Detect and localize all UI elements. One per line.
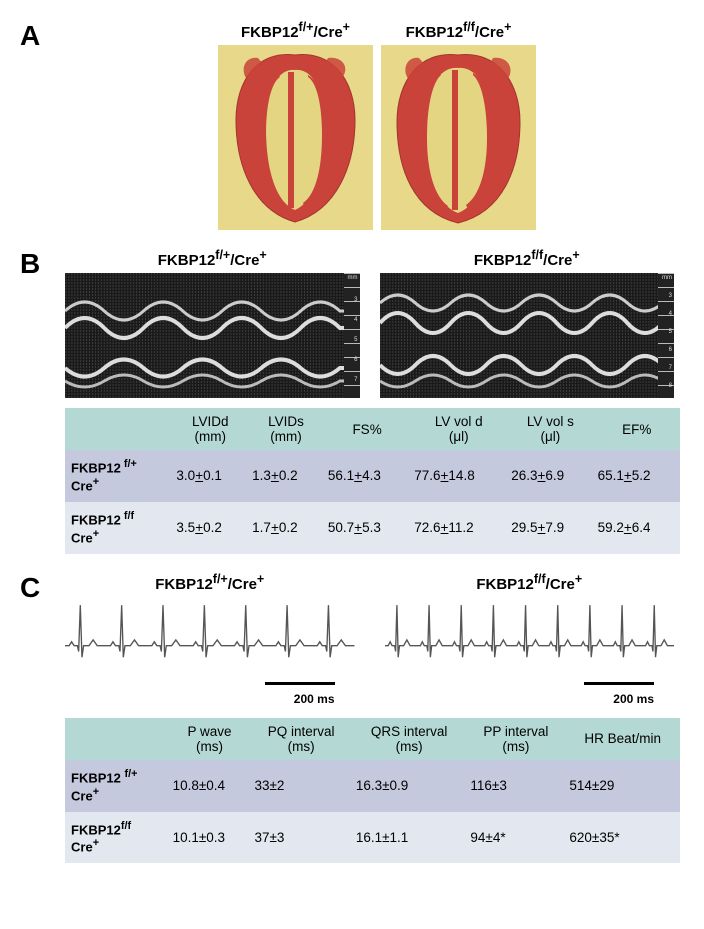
echo-row: FKBP12f/+/Cre+ — [65, 248, 674, 398]
heart-svg-left — [228, 50, 363, 225]
ruler-mark: 8 — [669, 383, 672, 389]
table-rowhead: FKBP12f/fCre+ — [65, 812, 169, 864]
ruler-mark: 7 — [669, 365, 672, 371]
histology-left-img — [218, 45, 373, 230]
table-header: HR Beat/min — [565, 718, 680, 760]
table-header: EF% — [594, 408, 680, 450]
histology-left-title: FKBP12f/+/Cre+ — [218, 20, 373, 41]
ecg-left-svg — [65, 595, 355, 677]
ecg-right-title: FKBP12f/f/Cre+ — [385, 572, 675, 593]
table-row: FKBP12 f/+Cre+10.8±0.433±216.3±0.9116±35… — [65, 760, 680, 812]
ruler-mark: 7 — [354, 377, 357, 383]
ruler-mark: 5 — [669, 329, 672, 335]
table-rowhead: FKBP12 f/fCre+ — [65, 502, 172, 554]
table-cell: 3.0+0.1 — [172, 450, 248, 502]
ruler-mark: 3 — [669, 293, 672, 299]
scalebar-right — [584, 682, 654, 685]
table-cell: 116±3 — [466, 760, 565, 812]
table-cell: 514±29 — [565, 760, 680, 812]
histology-right: FKBP12f/f/Cre+ — [381, 20, 536, 230]
table-cell: 56.1+4.3 — [324, 450, 410, 502]
scalebar-left — [265, 682, 335, 685]
table-header: PP interval(ms) — [466, 718, 565, 760]
ecg-right: FKBP12f/f/Cre+ 200 ms — [385, 572, 675, 708]
echo-right-ruler: mm 3 4 5 6 7 8 — [658, 273, 674, 398]
table-cell: 59.2+6.4 — [594, 502, 680, 554]
table-header: P wave(ms) — [169, 718, 251, 760]
echo-right-title: FKBP12f/f/Cre+ — [380, 248, 675, 269]
ruler-mark: 4 — [354, 317, 357, 323]
panel-c-label: C — [20, 572, 40, 604]
panel-c-table: P wave(ms)PQ interval(ms)QRS interval(ms… — [65, 718, 680, 864]
table-cell: 50.7+5.3 — [324, 502, 410, 554]
panel-c-header-row: P wave(ms)PQ interval(ms)QRS interval(ms… — [65, 718, 680, 760]
ecg-left: FKBP12f/+/Cre+ 200 ms — [65, 572, 355, 708]
table-row: FKBP12 f/+Cre+3.0+0.11.3+0.256.1+4.377.6… — [65, 450, 680, 502]
scalebar-left-wrap: 200 ms — [65, 672, 335, 708]
table-cell: 10.1±0.3 — [169, 812, 251, 864]
table-cell: 26.3+6.9 — [507, 450, 593, 502]
table-cell: 94±4* — [466, 812, 565, 864]
table-header: PQ interval(ms) — [250, 718, 351, 760]
ecg-right-svg — [385, 595, 675, 677]
panel-b-header-row: LVIDd(mm)LVIDs(mm)FS%LV vol d(μl)LV vol … — [65, 408, 680, 450]
table-header — [65, 718, 169, 760]
scalebar-right-label: 200 ms — [613, 692, 654, 706]
table-cell: 3.5+0.2 — [172, 502, 248, 554]
table-cell: 65.1+5.2 — [594, 450, 680, 502]
table-rowhead: FKBP12 f/+Cre+ — [65, 450, 172, 502]
table-row: FKBP12f/fCre+10.1±0.337±316.1±1.194±4*62… — [65, 812, 680, 864]
echo-left-img: mm 3 4 5 6 7 — [65, 273, 360, 398]
histology-right-img — [381, 45, 536, 230]
histology-right-title: FKBP12f/f/Cre+ — [381, 20, 536, 41]
table-cell: 33±2 — [250, 760, 351, 812]
ruler-mark: 5 — [354, 337, 357, 343]
ecg-left-title: FKBP12f/+/Cre+ — [65, 572, 355, 593]
table-header: LV vol d(μl) — [410, 408, 507, 450]
panel-b-label: B — [20, 248, 40, 280]
table-cell: 620±35* — [565, 812, 680, 864]
table-header: LV vol s(μl) — [507, 408, 593, 450]
heart-svg-right — [391, 50, 526, 225]
scalebar-left-label: 200 ms — [294, 692, 335, 706]
echo-left-title: FKBP12f/+/Cre+ — [65, 248, 360, 269]
scalebar-right-wrap: 200 ms — [385, 672, 655, 708]
panel-a-label: A — [20, 20, 40, 52]
table-row: FKBP12 f/fCre+3.5+0.21.7+0.250.7+5.372.6… — [65, 502, 680, 554]
histology-left: FKBP12f/+/Cre+ — [218, 20, 373, 230]
echo-left: FKBP12f/+/Cre+ — [65, 248, 360, 398]
ruler-mark: mm — [662, 275, 672, 281]
ruler-mark: 6 — [669, 347, 672, 353]
table-cell: 29.5+7.9 — [507, 502, 593, 554]
ecg-row: FKBP12f/+/Cre+ 200 ms FKBP12f/f/Cre+ 200… — [65, 572, 674, 708]
table-rowhead: FKBP12 f/+Cre+ — [65, 760, 169, 812]
table-cell: 1.7+0.2 — [248, 502, 324, 554]
table-header — [65, 408, 172, 450]
table-header: LVIDs(mm) — [248, 408, 324, 450]
table-header: LVIDd(mm) — [172, 408, 248, 450]
panel-a: A FKBP12f/+/Cre+ FKBP12f/f/Cre+ — [20, 20, 684, 230]
panel-c: C FKBP12f/+/Cre+ 200 ms FKBP12f/f/Cre+ 2… — [20, 572, 684, 864]
ruler-mark: 6 — [354, 357, 357, 363]
echo-left-ruler: mm 3 4 5 6 7 — [344, 273, 360, 398]
table-cell: 16.3±0.9 — [352, 760, 467, 812]
table-header: QRS interval(ms) — [352, 718, 467, 760]
table-cell: 72.6+11.2 — [410, 502, 507, 554]
table-cell: 37±3 — [250, 812, 351, 864]
table-cell: 77.6+14.8 — [410, 450, 507, 502]
panel-b: B FKBP12f/+/Cre+ — [20, 248, 684, 554]
table-cell: 1.3+0.2 — [248, 450, 324, 502]
ruler-mark: 3 — [354, 297, 357, 303]
histology-row: FKBP12f/+/Cre+ FKBP12f/f/Cre+ — [70, 20, 684, 230]
echo-left-svg — [65, 273, 360, 398]
table-header: FS% — [324, 408, 410, 450]
table-cell: 10.8±0.4 — [169, 760, 251, 812]
ruler-mark: 4 — [669, 311, 672, 317]
table-cell: 16.1±1.1 — [352, 812, 467, 864]
echo-right: FKBP12f/f/Cre+ mm 3 4 5 6 7 8 — [380, 248, 675, 398]
panel-b-table: LVIDd(mm)LVIDs(mm)FS%LV vol d(μl)LV vol … — [65, 408, 680, 554]
echo-right-svg — [380, 273, 675, 398]
ruler-mark: mm — [348, 275, 358, 281]
echo-right-img: mm 3 4 5 6 7 8 — [380, 273, 675, 398]
